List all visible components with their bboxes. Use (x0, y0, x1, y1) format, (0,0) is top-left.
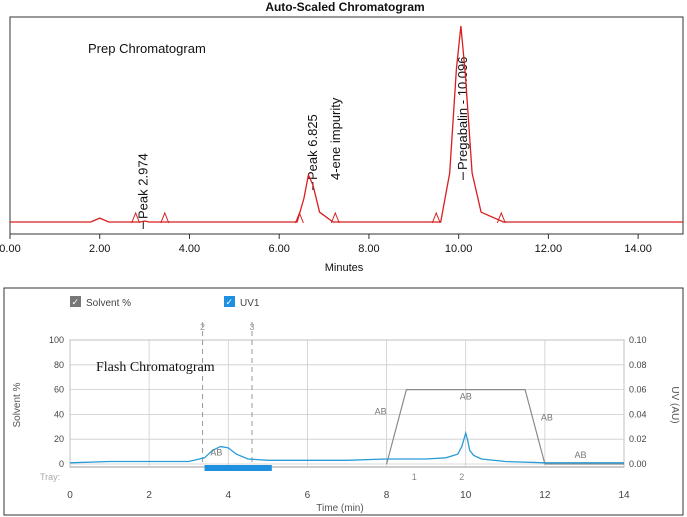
fraction-collection-bar (204, 465, 272, 471)
uv-trace-line (69, 430, 624, 464)
flash-y-right-axis-label: UV (AU) (669, 386, 680, 423)
prep-integration-markers (131, 211, 506, 224)
prep-x-tick-label: 6.00 (268, 243, 289, 255)
rack-label: 1 (412, 472, 417, 482)
prep-x-axis: 0.00 2.00 4.00 6.00 8.00 10.00 12.00 14.00 (0, 233, 683, 255)
flash-x-axis-label: Time (min) (316, 503, 363, 514)
flash-x-tick-label: 0 (67, 490, 73, 501)
prep-x-tick-label: 4.00 (179, 243, 200, 255)
solvent-segment-label: AB (541, 413, 553, 423)
fraction-number: 3 (250, 322, 255, 332)
flash-x-tick-label: 14 (618, 490, 630, 501)
flash-legend: ✓ Solvent % ✓ UV1 (70, 296, 260, 309)
uv-legend-check-icon: ✓ (226, 298, 234, 308)
flash-axes: 0 2 4 6 8 10 12 140204060801000.000.020.040.060… (49, 335, 647, 501)
uv-legend-label: UV1 (240, 298, 260, 309)
flash-outer-frame (3, 287, 684, 516)
flash-y-right-tick-label: 0.06 (629, 385, 647, 395)
solvent-legend-swatch (70, 296, 81, 307)
flash-y-tick-label: 40 (54, 409, 64, 419)
flash-y-tick-label: 100 (49, 335, 64, 345)
flash-y-tick-label: 20 (54, 434, 64, 444)
prep-chromatogram-chart: Auto-Scaled Chromatogram Prep Chromatogr… (0, 0, 684, 274)
prep-x-tick-label: 14.00 (624, 243, 652, 255)
prep-x-tick-label: 8.00 (358, 243, 379, 255)
uv-legend-swatch (224, 296, 235, 307)
peak-label: 4-ene impurity (328, 97, 343, 180)
solvent-legend-check-icon: ✓ (72, 298, 80, 308)
flash-fraction-markers: 2 3 Tray: 1 2 (40, 322, 464, 482)
prep-integration-marker (160, 211, 170, 224)
flash-y-tick-label: 60 (54, 385, 64, 395)
flash-x-tick-label: 6 (305, 490, 311, 501)
prep-trace-line (10, 25, 683, 223)
flash-y-tick-label: 0 (59, 459, 64, 469)
flash-y-right-tick-label: 0.08 (629, 360, 647, 370)
solvent-segment-labels: AB AB AB AB AB (210, 392, 586, 460)
prep-chart-title: Auto-Scaled Chromatogram (265, 0, 424, 14)
prep-integration-marker (131, 211, 141, 224)
flash-y-right-tick-label: 0.10 (629, 335, 647, 345)
solvent-segment-label: AB (375, 406, 387, 416)
solvent-legend-label: Solvent % (86, 298, 131, 309)
solvent-segment-label: AB (574, 450, 586, 460)
solvent-gradient-line (386, 389, 624, 465)
peak-label: Peak 6.825 (305, 114, 320, 180)
prep-integration-marker (431, 211, 441, 224)
flash-x-tick-label: 12 (539, 490, 551, 501)
peak-label: Peak 2.974 (135, 153, 150, 219)
prep-x-tick-label: 0.00 (0, 243, 21, 255)
solvent-segment-label: AB (460, 392, 472, 402)
prep-x-tick-label: 2.00 (89, 243, 110, 255)
prep-x-tick-label: 12.00 (535, 243, 563, 255)
tray-label: Tray: (40, 472, 60, 482)
flash-y-right-tick-label: 0.00 (629, 459, 647, 469)
prep-x-tick-label: 10.00 (445, 243, 473, 255)
flash-inner-label: Flash Chromatogram (96, 360, 215, 375)
fraction-number: 2 (200, 322, 205, 332)
prep-integration-marker (330, 211, 340, 224)
flash-y-axis-label: Solvent % (12, 382, 23, 427)
prep-inner-label: Prep Chromatogram (88, 41, 206, 56)
prep-x-axis-label: Minutes (325, 262, 364, 274)
rack-label: 2 (459, 472, 464, 482)
flash-y-right-tick-label: 0.04 (629, 409, 647, 419)
flash-x-tick-label: 4 (226, 490, 232, 501)
flash-x-tick-label: 10 (460, 490, 472, 501)
solvent-segment-label: AB (210, 447, 222, 457)
flash-x-tick-label: 2 (146, 490, 152, 501)
flash-y-right-tick-label: 0.02 (629, 434, 647, 444)
flash-x-tick-label: 8 (384, 490, 390, 501)
flash-y-tick-label: 80 (54, 360, 64, 370)
